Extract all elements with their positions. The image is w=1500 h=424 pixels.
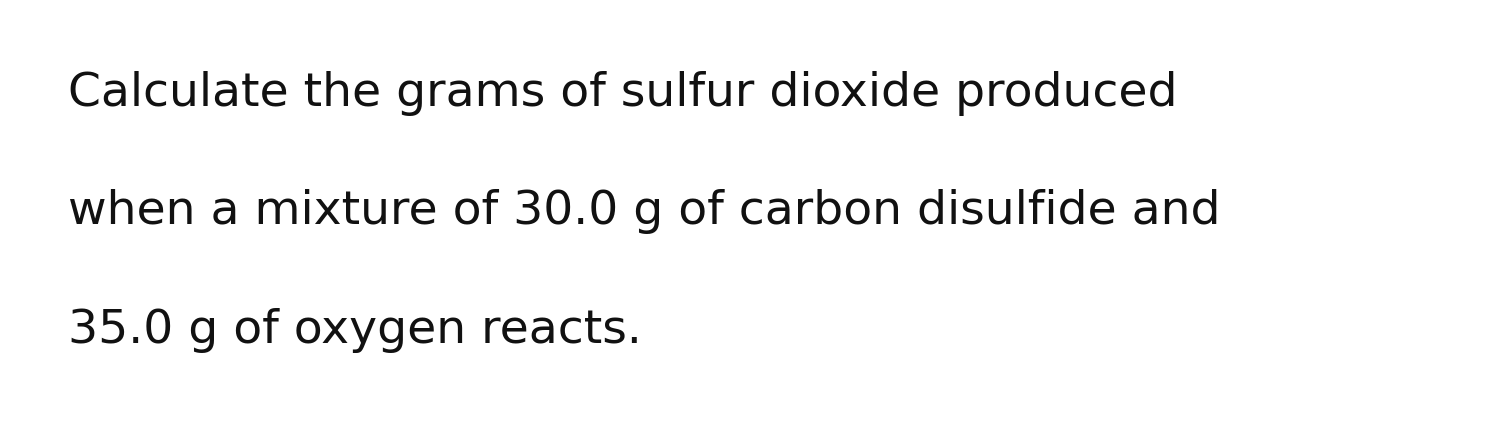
Text: 35.0 g of oxygen reacts.: 35.0 g of oxygen reacts. <box>68 308 642 353</box>
Text: Calculate the grams of sulfur dioxide produced: Calculate the grams of sulfur dioxide pr… <box>68 71 1178 116</box>
Text: when a mixture of 30.0 g of carbon disulfide and: when a mixture of 30.0 g of carbon disul… <box>68 190 1219 234</box>
